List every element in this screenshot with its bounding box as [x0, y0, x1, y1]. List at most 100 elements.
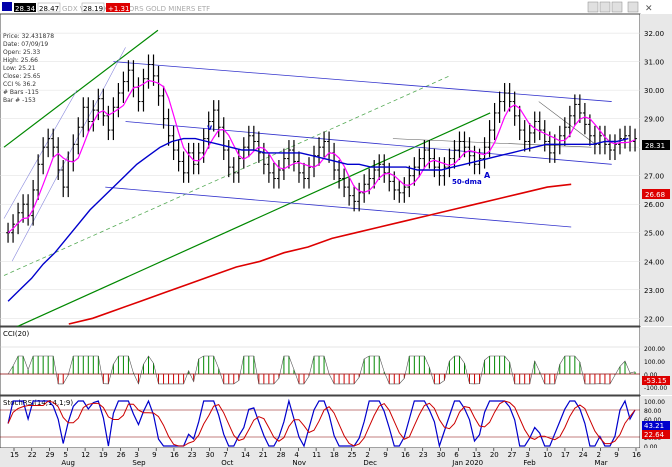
x-axis: 15 22 29 5 12 19 26 3 9 16 23 30 7 14 21 28 4 11 18 25 2 9 16 2…: [0, 448, 672, 467]
cci-title: CCI(20): [3, 330, 29, 338]
x-day-label: 20: [490, 451, 499, 459]
x-month-label: Dec: [363, 459, 377, 467]
x-day-label: 19: [99, 451, 108, 459]
settings-icon[interactable]: [627, 1, 639, 13]
price-axis: 32.0031.0030.0029.0028.0027.0026.0025.00…: [640, 14, 672, 326]
header-bar: 28.34 28.47 GDX VANECK VECTORS GOLD MINE…: [0, 0, 672, 14]
price-tick-label: 32.00: [644, 30, 664, 38]
x-day-label: 28: [277, 451, 286, 459]
x-day-label: 30: [205, 451, 214, 459]
x-day-label: 7: [223, 451, 227, 459]
x-day-label: 9: [383, 451, 387, 459]
cci-line: [7, 355, 636, 385]
x-day-label: 11: [312, 451, 321, 459]
price-tick-label: 29.00: [644, 116, 664, 124]
cci-tick-label: 100.00: [644, 359, 665, 366]
x-day-label: 3: [134, 451, 138, 459]
x-day-label: 12: [81, 451, 90, 459]
x-day-label: 17: [561, 451, 570, 459]
cci-tick-label: -100.00: [644, 385, 667, 392]
x-day-label: 25: [348, 451, 357, 459]
x-day-label: 29: [46, 451, 55, 459]
blue-mid-channel: [125, 121, 612, 165]
x-day-label: 5: [63, 451, 67, 459]
x-month-label: Sep: [132, 459, 146, 467]
stoch-tick-label: 0.00: [644, 444, 658, 451]
trend-lines: [3, 29, 612, 334]
restore-icon[interactable]: [611, 1, 623, 13]
stochrsi-panel: StochRSI(14,14,1;9) 100.0080.0060.0040.0…: [0, 395, 672, 451]
x-day-label: 6: [454, 451, 459, 459]
cci-tick-label: 0.00: [644, 372, 658, 379]
last-price-label: 28.31: [645, 142, 665, 150]
price-tick-label: 25.00: [644, 230, 664, 238]
stoch-tick-label: 100.00: [644, 399, 665, 406]
x-day-label: 16: [170, 451, 179, 459]
x-day-label: 4: [294, 451, 299, 459]
dma50-label: 50-dma: [452, 178, 482, 186]
x-month-label: Mar: [594, 459, 607, 467]
ma200-line: [68, 183, 572, 325]
info-line: CCI % 36.2: [3, 81, 36, 88]
price-panel: [0, 13, 641, 334]
change-value: +1.31: [108, 5, 129, 13]
price-tick-label: 31.00: [644, 59, 664, 67]
x-tick-labels: 15 22 29 5 12 19 26 3 9 16 23 30 7 14 21 28 4 11 18 25 2 9 16 2…: [10, 448, 641, 467]
x-day-label: 26: [117, 451, 126, 459]
stoch-red-value: 22.64: [644, 431, 665, 439]
stoch-tick-label: 60.00: [644, 417, 661, 424]
info-line: High: 25.66: [3, 57, 38, 64]
x-day-label: 2: [596, 451, 600, 459]
info-line: Open: 25.33: [3, 49, 40, 56]
cci-panel: CCI(20) 200.00 100.00 0.00 -100.00 -53.15: [0, 326, 672, 396]
v-annotation: v: [207, 123, 213, 132]
x-month-label: Jan 2020: [451, 459, 483, 467]
close-icon[interactable]: ✕: [645, 4, 653, 14]
x-day-label: 23: [419, 451, 428, 459]
green-uptrend-line: [3, 112, 491, 334]
green-upper-line: [3, 29, 159, 148]
price-tick-label: 26.00: [644, 201, 664, 209]
info-line: Low: 25.21: [3, 65, 36, 72]
price-tick-label: 27.00: [644, 173, 664, 181]
cci-bars: [0, 346, 640, 385]
x-day-label: 13: [472, 451, 481, 459]
window-controls: ✕: [587, 1, 653, 14]
dma50-line: [7, 137, 629, 302]
x-day-label: 18: [330, 451, 339, 459]
minimize-icon[interactable]: [587, 1, 599, 13]
price-tick-label: 23.00: [644, 287, 664, 295]
stoch-tick-label: 80.00: [644, 408, 661, 415]
cci-tick-labels: 200.00 100.00 0.00 -100.00: [644, 346, 667, 392]
info-line: Close: 25.65: [3, 73, 41, 80]
stoch-blue-value: 43.21: [644, 422, 664, 430]
info-line: # Bars -115: [3, 89, 39, 96]
x-day-label: 23: [188, 451, 197, 459]
blue-upper-channel: [113, 61, 612, 102]
gray-wedge-line: [538, 101, 596, 145]
stochrsi-lines: [0, 398, 640, 449]
cci-tick-label: 200.00: [644, 346, 665, 353]
symbol-icon: [2, 2, 12, 11]
a-annotation: A: [484, 171, 491, 180]
x-day-label: 24: [579, 451, 588, 459]
chart-title: GDX VANECK VECTORS GOLD MINERS ETF: [62, 5, 210, 13]
x-day-label: 3: [525, 451, 529, 459]
x-day-label: 21: [259, 451, 268, 459]
ma200-price-label: 26.68: [645, 191, 665, 199]
x-day-label: 9: [614, 451, 618, 459]
maximize-icon[interactable]: [599, 1, 611, 13]
x-day-label: 9: [152, 451, 156, 459]
x-day-label: 14: [241, 451, 250, 459]
x-month-label: Aug: [61, 459, 75, 467]
gray-resistance-line: [392, 138, 592, 148]
close-value: 28.47: [39, 5, 59, 13]
info-line: Bar # -153: [3, 97, 36, 104]
price-tick-label: 24.00: [644, 258, 664, 266]
x-day-label: 15: [10, 451, 19, 459]
stoch-red-line: [7, 400, 636, 447]
moving-averages: [7, 79, 636, 325]
